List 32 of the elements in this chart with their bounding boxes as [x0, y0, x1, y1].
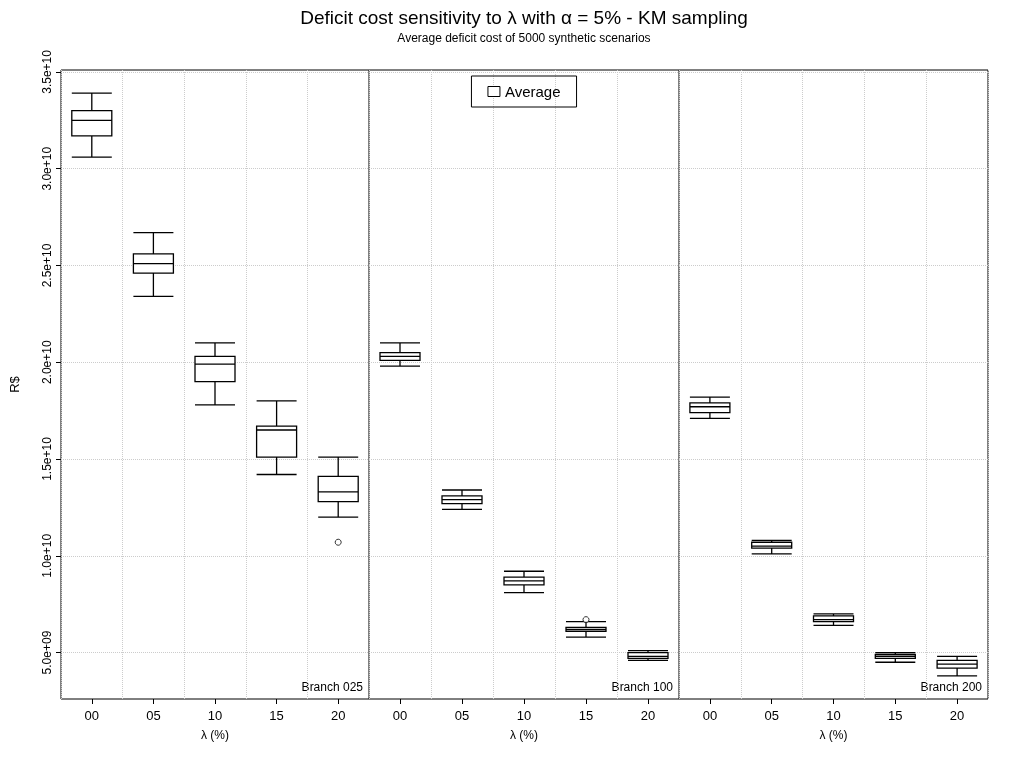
x-tick-label: 20	[330, 708, 346, 723]
y-tick-label: 2.0e+10	[40, 340, 54, 385]
x-tick-label: 10	[826, 708, 841, 723]
legend-label: Average	[504, 83, 561, 100]
annotation: Branch 200	[920, 680, 983, 694]
x-tick-label: 15	[578, 708, 594, 723]
x-tick-label: 10	[516, 708, 532, 723]
y-axis-title: R$	[7, 375, 22, 393]
y-tick-label: 1.0e+10	[40, 533, 54, 578]
x-axis-title: λ (%)	[201, 728, 229, 742]
x-tick-label: 15	[269, 708, 284, 723]
x-tick-label: 00	[84, 708, 100, 723]
chart-subtitle: Average deficit cost of 5000 synthetic scenarios	[396, 30, 652, 46]
x-tick-label: 00	[702, 708, 718, 723]
y-tick-label: 3.5e+10	[40, 49, 54, 94]
x-tick-label: 20	[640, 708, 656, 723]
x-tick-label: 00	[392, 708, 408, 723]
x-tick-label: 20	[949, 708, 965, 723]
x-tick-label: 05	[764, 708, 779, 723]
y-tick-label: 2.5e+10	[40, 243, 54, 288]
x-tick-label: 05	[146, 708, 161, 723]
annotation: Branch 100	[611, 680, 674, 694]
y-tick-label: 3.0e+10	[40, 146, 54, 191]
annotation: Branch 025	[301, 680, 364, 694]
y-tick-label: 5.0e+09	[40, 630, 54, 675]
x-tick-label: 10	[207, 708, 223, 723]
y-tick-label: 1.5e+10	[40, 436, 54, 481]
x-axis-title: λ (%)	[819, 728, 848, 742]
chart-title: Deficit cost sensitivity to λ with α = 5% - KM sampling	[299, 6, 749, 30]
x-tick-label: 05	[454, 708, 470, 723]
x-axis-title: λ (%)	[510, 728, 538, 742]
x-tick-label: 15	[888, 708, 903, 723]
